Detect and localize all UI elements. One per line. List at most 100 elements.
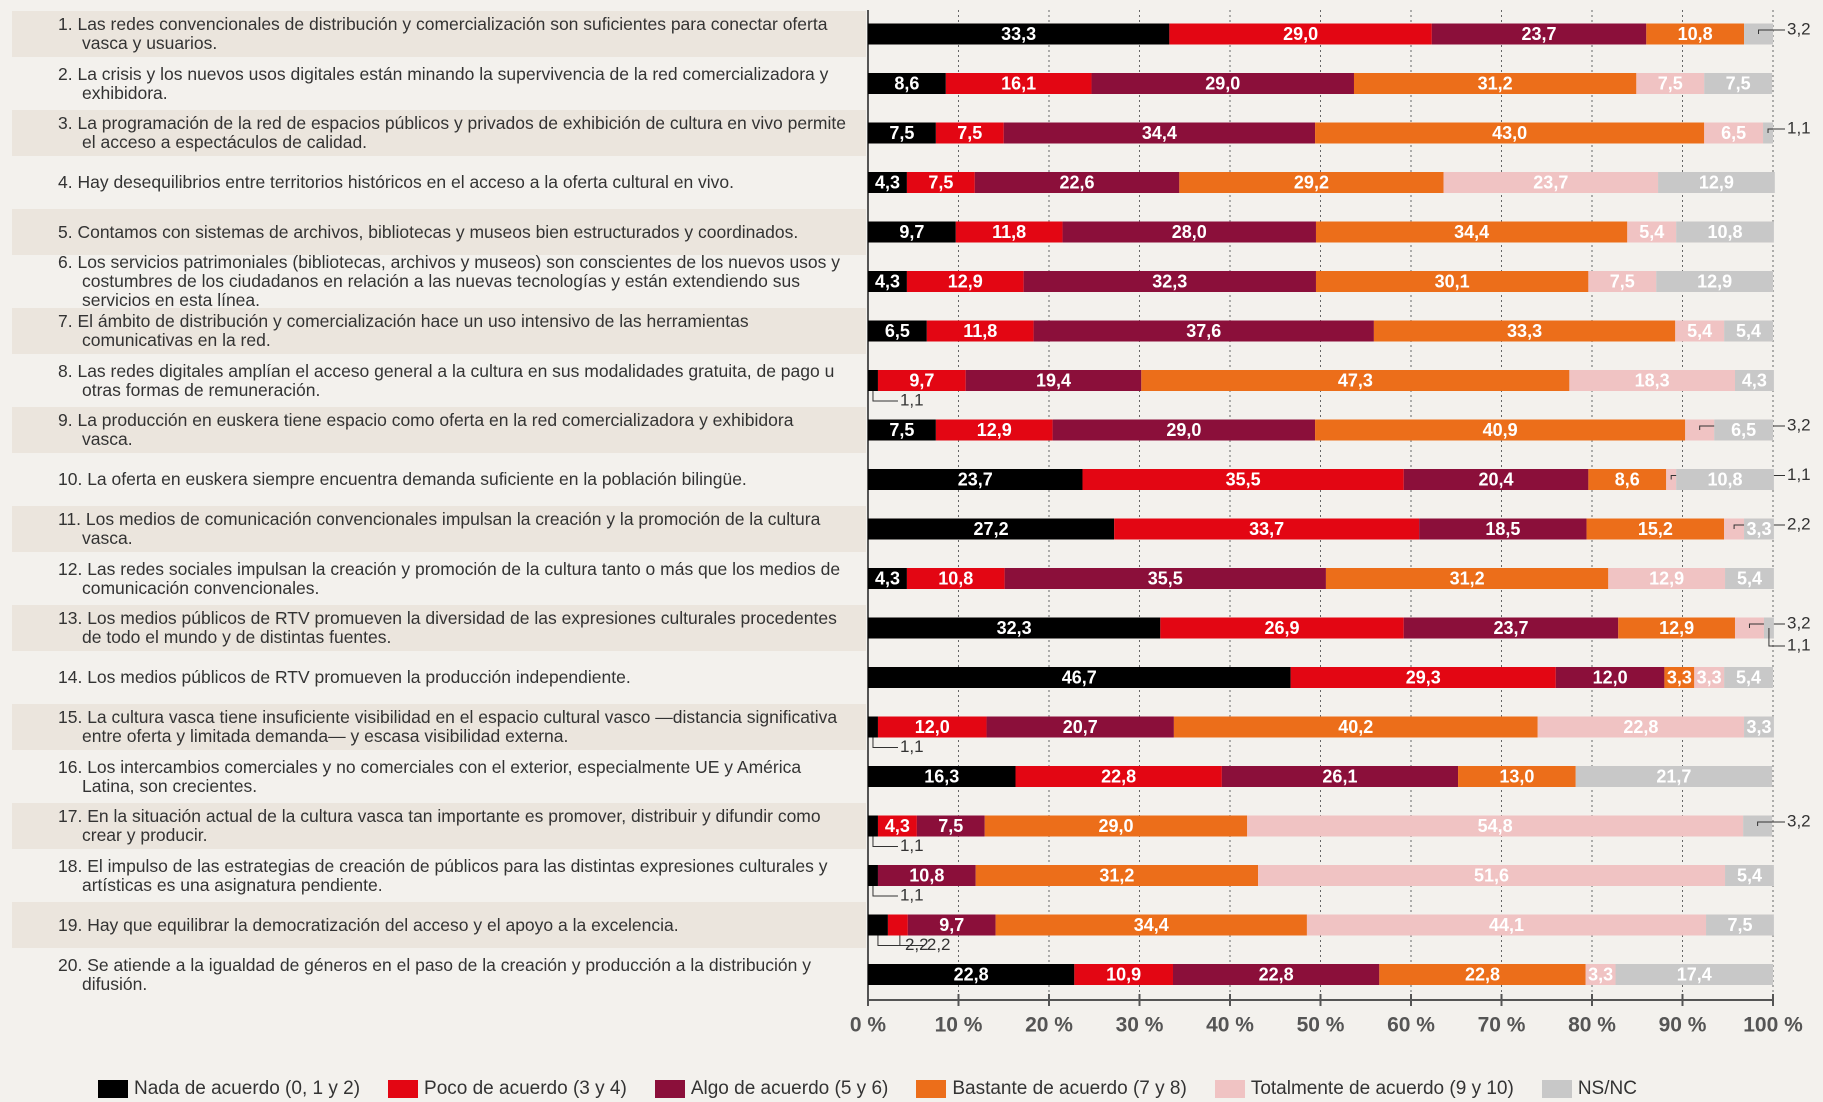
x-tick-label: 70 % xyxy=(1478,1014,1526,1037)
value-label: 1,1 xyxy=(900,390,924,409)
bar-segment xyxy=(1258,865,1726,886)
value-label: 34,4 xyxy=(1142,123,1177,143)
value-label: 7,5 xyxy=(938,816,963,836)
value-label: 10,8 xyxy=(938,568,973,588)
leader-line xyxy=(1757,821,1785,826)
value-label: 11,8 xyxy=(992,222,1026,242)
bar-segment xyxy=(868,221,956,243)
bar-segment xyxy=(1704,122,1764,144)
bar-segment xyxy=(1015,766,1222,787)
bar-segment xyxy=(877,370,966,391)
value-label: 32,3 xyxy=(997,618,1032,638)
bar-segment xyxy=(1443,172,1659,193)
bar-segment xyxy=(868,865,878,886)
bar-segment xyxy=(935,419,1053,441)
row-label-text: 17. En la situación actual de la cultura… xyxy=(58,806,821,845)
x-tick-label: 80 % xyxy=(1568,1014,1616,1037)
bar-segment xyxy=(1003,122,1316,144)
bar-segment xyxy=(1091,73,1354,94)
bar-segment xyxy=(1676,221,1774,243)
value-label: 51,6 xyxy=(1474,865,1509,885)
bar-segment xyxy=(1379,964,1586,985)
row-label-text: 19. Hay que equilibrar la democratizació… xyxy=(58,914,679,935)
bar-segment xyxy=(1588,469,1667,490)
row-band xyxy=(12,308,866,354)
bar-segment xyxy=(868,914,888,936)
row-label: 8. Las redes digitales amplían el acceso… xyxy=(12,358,854,404)
value-label: 10,8 xyxy=(909,865,944,885)
row-label: 12. Las redes sociales impulsan la creac… xyxy=(12,556,854,602)
value-label: 3,3 xyxy=(1667,667,1692,687)
value-label: 13,0 xyxy=(1499,766,1534,786)
value-label: 3,2 xyxy=(1787,613,1811,632)
value-label: 47,3 xyxy=(1338,370,1373,390)
value-label: 3,2 xyxy=(1787,415,1811,434)
value-label: 8,6 xyxy=(1615,469,1640,489)
x-tick-label: 10 % xyxy=(935,1014,983,1037)
value-label: 12,9 xyxy=(1649,568,1684,588)
value-label: 40,9 xyxy=(1483,420,1518,440)
bar-segment xyxy=(1141,370,1570,391)
bar-segment xyxy=(907,914,996,936)
value-label: 4,3 xyxy=(1742,370,1767,390)
value-label: 9,7 xyxy=(899,222,924,242)
value-label: 19,4 xyxy=(1036,370,1071,390)
value-label: 12,9 xyxy=(977,420,1012,440)
legend-item: Nada de acuerdo (0, 1 y 2) xyxy=(98,1078,360,1100)
value-label: 16,3 xyxy=(924,766,959,786)
value-label: 20,4 xyxy=(1479,469,1514,489)
bar-segment xyxy=(877,815,917,837)
row-label: 6. Los servicios patrimoniales (bibliote… xyxy=(12,253,854,310)
row-label-text: 20. Se atiende a la igualdad de géneros … xyxy=(58,954,812,994)
bar-segment xyxy=(868,964,1075,985)
value-label: 23,7 xyxy=(1522,24,1557,44)
value-label: 35,5 xyxy=(1226,469,1261,489)
bar-segment xyxy=(1725,568,1774,589)
bar-segment xyxy=(916,815,985,837)
value-label: 12,9 xyxy=(1659,618,1694,638)
bar-segment xyxy=(868,73,946,94)
bar-segment xyxy=(1658,172,1775,193)
row-label: 20. Se atiende a la igualdad de géneros … xyxy=(12,952,854,998)
row-band xyxy=(12,209,866,255)
bar-segment xyxy=(935,122,1004,144)
bar-segment xyxy=(1306,914,1707,936)
legend: Nada de acuerdo (0, 1 y 2) Poco de acuerd… xyxy=(98,1078,1637,1100)
value-label: 6,5 xyxy=(885,321,910,341)
value-label: 26,1 xyxy=(1322,766,1357,786)
value-label: 17,4 xyxy=(1677,964,1712,984)
value-label: 7,5 xyxy=(889,123,914,143)
bar-segment xyxy=(1744,518,1774,540)
legend-swatch xyxy=(388,1080,419,1098)
x-tick-label: 90 % xyxy=(1659,1014,1707,1037)
value-label: 7,5 xyxy=(1610,271,1635,291)
value-label: 29,0 xyxy=(1205,73,1240,93)
value-label: 10,8 xyxy=(1708,469,1743,489)
x-tick-label: 30 % xyxy=(1116,1014,1164,1037)
bar-segment xyxy=(1373,320,1676,342)
bar-segment xyxy=(1247,815,1744,837)
legend-item: Algo de acuerdo (5 y 6) xyxy=(654,1078,888,1100)
row-label-text: 2. La crisis y los nuevos usos digitales… xyxy=(58,63,829,103)
legend-item: NS/NC xyxy=(1541,1078,1637,1100)
bar-segment xyxy=(868,568,907,589)
value-label: 22,8 xyxy=(1623,717,1658,737)
value-label: 30,1 xyxy=(1435,271,1470,291)
row-label-text: 13. Los medios públicos de RTV promueven… xyxy=(58,608,837,647)
value-label: 21,7 xyxy=(1656,766,1691,786)
value-label: 4,3 xyxy=(885,816,910,836)
value-label: 1,1 xyxy=(900,885,924,904)
value-label: 33,3 xyxy=(1507,321,1542,341)
value-label: 16,1 xyxy=(1001,73,1036,93)
value-label: 2,2 xyxy=(927,935,951,954)
value-label: 7,5 xyxy=(1727,915,1752,935)
row-band xyxy=(12,704,866,750)
legend-item: Totalmente de acuerdo (9 y 10) xyxy=(1214,1078,1514,1100)
bar-segment xyxy=(906,568,1005,589)
legend-label: NS/NC xyxy=(1577,1078,1637,1099)
bar-segment xyxy=(1082,469,1404,490)
bar-segment xyxy=(1694,667,1725,688)
value-label: 8,6 xyxy=(894,73,919,93)
legend-swatch xyxy=(916,1080,947,1098)
bar-segment xyxy=(868,667,1291,688)
